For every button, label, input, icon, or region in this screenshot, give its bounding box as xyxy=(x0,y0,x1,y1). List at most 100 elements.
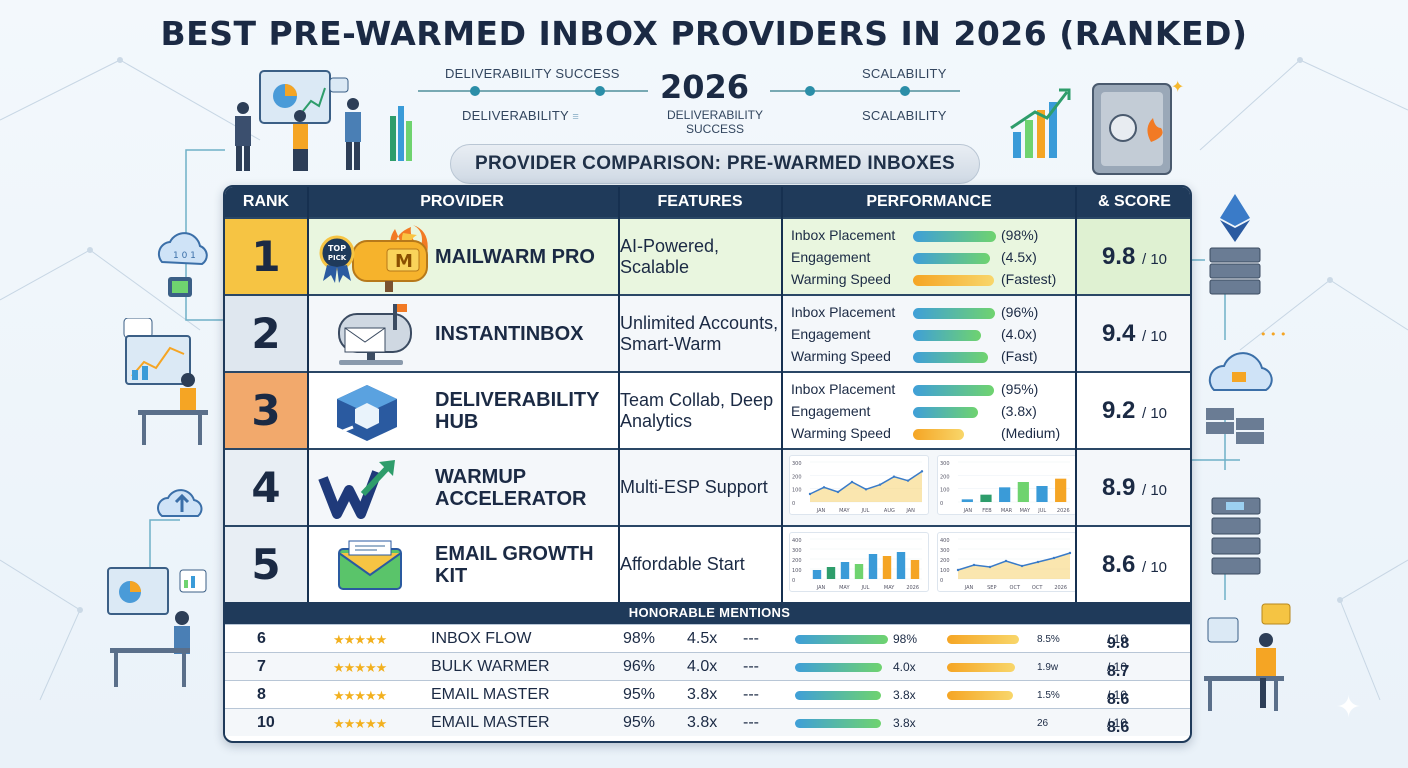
hm-engagement: 3.8x xyxy=(687,686,718,703)
hm-score: 9.8 / 10 xyxy=(1107,630,1129,652)
hm-orange-label: 1.5% xyxy=(1037,690,1060,701)
score-cell: 9.8 / 10 xyxy=(1077,219,1190,294)
metric-bar xyxy=(913,352,988,363)
chart-x-tick: JAN xyxy=(964,585,974,591)
metric-value: (95%) xyxy=(1001,381,1039,397)
hm-score-suffix: / 10 xyxy=(1107,632,1128,646)
metric-placement: Inbox Placement (98%) xyxy=(791,227,1071,247)
metric-value: (3.8x) xyxy=(1001,403,1037,419)
chart-point xyxy=(864,488,868,491)
chart-y-tick: 300 xyxy=(792,548,802,554)
timeline-label-deliverability-text: Deliverability xyxy=(462,108,569,123)
metric-label: Warming Speed xyxy=(791,425,891,441)
chart-y-tick: 200 xyxy=(940,474,950,480)
score-cell: 8.9 / 10 xyxy=(1077,450,1190,525)
chart-bar xyxy=(1055,478,1067,502)
honorable-row: 10 ★★★★★ Email Master 95% 3.8x --- 3.8x 26 8.6 /… xyxy=(225,708,1190,736)
hm-score: 8.7 / 10 xyxy=(1107,658,1129,680)
metric-label: Inbox Placement xyxy=(791,227,896,243)
rank-number: 1 xyxy=(225,219,307,294)
hm-orange-label: 26 xyxy=(1037,718,1049,729)
hm-bar-label: 4.0x xyxy=(893,660,916,674)
chart-bar xyxy=(980,494,992,502)
provider-features: Affordable Start xyxy=(620,554,745,574)
sparkle-icon: ✦ xyxy=(1336,691,1362,724)
provider-features: Team Collab, Deep Analytics xyxy=(620,389,774,431)
chart-y-tick: 0 xyxy=(792,501,795,507)
list-icon: ≡ xyxy=(572,111,580,123)
mini-line-chart: 300 200 100 0 JAN MAY JUL AUG JAN xyxy=(789,455,929,515)
chart-y-tick: 300 xyxy=(940,461,950,467)
chart-x-tick: JAN xyxy=(816,508,826,514)
star-rating-icon: ★★★★★ xyxy=(333,632,387,647)
chart-x-tick: JAN xyxy=(905,508,915,514)
chart-y-tick: 100 xyxy=(940,568,950,574)
provider-row: 3 Deliverability Hub Team Collab, Deep Ana… xyxy=(225,371,1190,448)
chart-point xyxy=(972,563,976,567)
svg-text:✦: ✦ xyxy=(1171,77,1184,96)
score-suffix: / 10 xyxy=(1142,251,1168,268)
metric-bar xyxy=(913,275,994,286)
chart-point xyxy=(988,565,992,569)
hm-bar-label: 3.8x xyxy=(893,716,916,730)
provider-name: InstantInbox xyxy=(435,322,584,345)
metric-placement: Inbox Placement (95%) xyxy=(791,381,1071,401)
hm-rank: 6 xyxy=(257,630,266,647)
score-suffix: / 10 xyxy=(1142,559,1168,576)
hm-engagement: 4.5x xyxy=(687,630,718,647)
chart-line xyxy=(957,552,1071,571)
metric-value: (Medium) xyxy=(1001,425,1061,441)
chart-x-tick: JUL xyxy=(1037,508,1046,514)
hm-bar xyxy=(795,691,881,700)
chart-point xyxy=(822,486,826,489)
hm-orange-bar xyxy=(947,635,1020,644)
chart-y-tick: 100 xyxy=(940,488,950,494)
metric-engagement: Engagement (4.0x) xyxy=(791,326,1071,346)
chart-x-tick: JUL xyxy=(861,508,870,514)
chart-bar xyxy=(961,499,973,502)
chart-y-tick: 200 xyxy=(940,558,950,564)
chart-y-tick: 300 xyxy=(940,548,950,554)
chart-x-tick: FEB xyxy=(982,508,992,514)
metric-label: Inbox Placement xyxy=(791,304,896,320)
provider-row: 5 Email Growth Kit Affordable Start 400 300 2… xyxy=(225,525,1190,602)
chart-x-tick: JAN xyxy=(816,585,826,591)
hm-name: Bulk Warmer xyxy=(431,658,550,675)
chart-x-tick: OCT xyxy=(1032,585,1043,591)
hm-placement: 95% xyxy=(623,714,656,731)
provider-features: Multi-ESP Support xyxy=(620,477,768,497)
chart-point xyxy=(1020,564,1024,568)
performance-cell: Inbox Placement (98%) Engagement (4.5x) Warm… xyxy=(783,219,1075,294)
timeline-label-scalability: Scalability xyxy=(862,66,947,81)
hm-score: 8.6 / 10 xyxy=(1107,686,1129,708)
metric-speed: Warming Speed (Fast) xyxy=(791,348,1071,368)
chart-point xyxy=(836,490,840,494)
growth-safe-illustration: ✦ xyxy=(1010,77,1184,175)
chart-bar xyxy=(1017,482,1029,502)
hm-placement: 96% xyxy=(623,658,656,675)
metric-value: (Fast) xyxy=(1001,348,1038,364)
rank-number: 2 xyxy=(225,296,307,371)
star-rating-icon: ★★★★★ xyxy=(333,716,387,731)
provider-features: Unlimited Accounts, Smart-Warm xyxy=(620,312,779,354)
chart-point xyxy=(1052,556,1056,560)
timeline-dot xyxy=(470,86,480,96)
chart-point xyxy=(920,470,924,473)
metric-label: Inbox Placement xyxy=(791,381,896,397)
hm-orange-label: 8.5% xyxy=(1037,634,1060,645)
performance-cell: Inbox Placement (95%) Engagement (3.8x) Warm… xyxy=(783,373,1075,448)
hm-score-value: 8.6 xyxy=(1107,719,1130,736)
score-value: 9.4 xyxy=(1101,320,1136,347)
timeline-year: 2026 xyxy=(660,68,750,106)
chart-x-tick: AUG xyxy=(884,508,895,514)
chart-x-tick: 2026 xyxy=(1057,508,1070,514)
star-rating-icon: ★★★★★ xyxy=(333,660,387,675)
chart-x-tick: 2026 xyxy=(1054,585,1067,591)
chart-x-tick: JAN xyxy=(963,508,973,514)
hm-rank: 7 xyxy=(257,658,266,675)
metric-bar xyxy=(913,308,995,319)
chart-x-tick: MAR xyxy=(1001,508,1013,514)
score-cell: 9.4 / 10 xyxy=(1077,296,1190,371)
score-value: 9.2 xyxy=(1101,397,1136,424)
